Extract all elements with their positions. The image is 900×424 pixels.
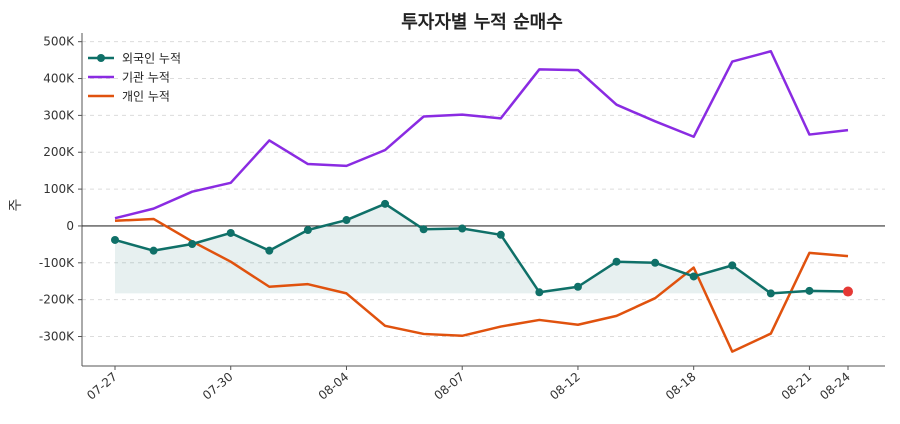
area-fill xyxy=(115,203,848,294)
legend-marker xyxy=(97,54,105,62)
y-axis-label: 주 xyxy=(8,198,24,211)
legend-label: 기관 누적 xyxy=(122,71,170,85)
legend-label: 개인 누적 xyxy=(122,90,170,104)
x-tick-label: 08-18 xyxy=(663,370,699,403)
point-marker xyxy=(458,224,467,233)
point-marker xyxy=(226,228,235,237)
x-tick-label: 08-21 xyxy=(779,370,815,403)
point-marker xyxy=(573,282,582,291)
y-tick-label: -200K xyxy=(39,293,75,307)
point-marker xyxy=(188,240,197,249)
series-fill xyxy=(115,203,848,294)
point-marker xyxy=(419,225,428,234)
point-marker xyxy=(612,257,621,266)
y-tick-label: 200K xyxy=(43,145,75,159)
point-marker xyxy=(728,261,737,270)
y-tick-label: -300K xyxy=(39,330,75,344)
series-line xyxy=(114,202,849,295)
x-tick-label: 08-12 xyxy=(547,370,583,403)
point-marker xyxy=(381,199,390,208)
x-tick-label: 08-04 xyxy=(316,370,352,403)
last-point-marker xyxy=(843,286,853,297)
series-line xyxy=(114,217,849,353)
point-marker xyxy=(496,230,505,239)
point-marker xyxy=(111,235,119,244)
x-tick-label: 07-30 xyxy=(200,370,236,403)
y-tick-label: 0 xyxy=(66,219,74,233)
point-marker xyxy=(265,246,274,255)
point-marker xyxy=(149,246,158,255)
point-marker xyxy=(651,258,660,267)
series-line xyxy=(114,50,849,220)
point-marker xyxy=(766,289,775,298)
legend-label: 외국인 누적 xyxy=(122,52,181,66)
series xyxy=(111,50,853,353)
point-marker xyxy=(303,226,312,235)
grid xyxy=(82,41,885,338)
y-tick-label: 500K xyxy=(43,35,75,49)
x-tick-label: 08-07 xyxy=(431,370,467,403)
y-tick-label: 400K xyxy=(43,72,75,86)
y-tick-label: 100K xyxy=(43,182,75,196)
y-tick-label: 300K xyxy=(43,108,75,122)
chart-title: 투자자별 누적 순매수 xyxy=(401,12,563,33)
y-tick-label: -100K xyxy=(39,256,75,270)
x-tick-label: 07-27 xyxy=(84,370,120,403)
axes: -300K -200K -100K 0 100K 200K 300K 400K 500K 07-2… xyxy=(39,33,885,403)
point-marker xyxy=(535,288,544,297)
point-marker xyxy=(342,216,351,225)
point-marker xyxy=(689,272,698,281)
point-marker xyxy=(805,286,814,295)
x-tick-label: 08-24 xyxy=(817,370,853,403)
